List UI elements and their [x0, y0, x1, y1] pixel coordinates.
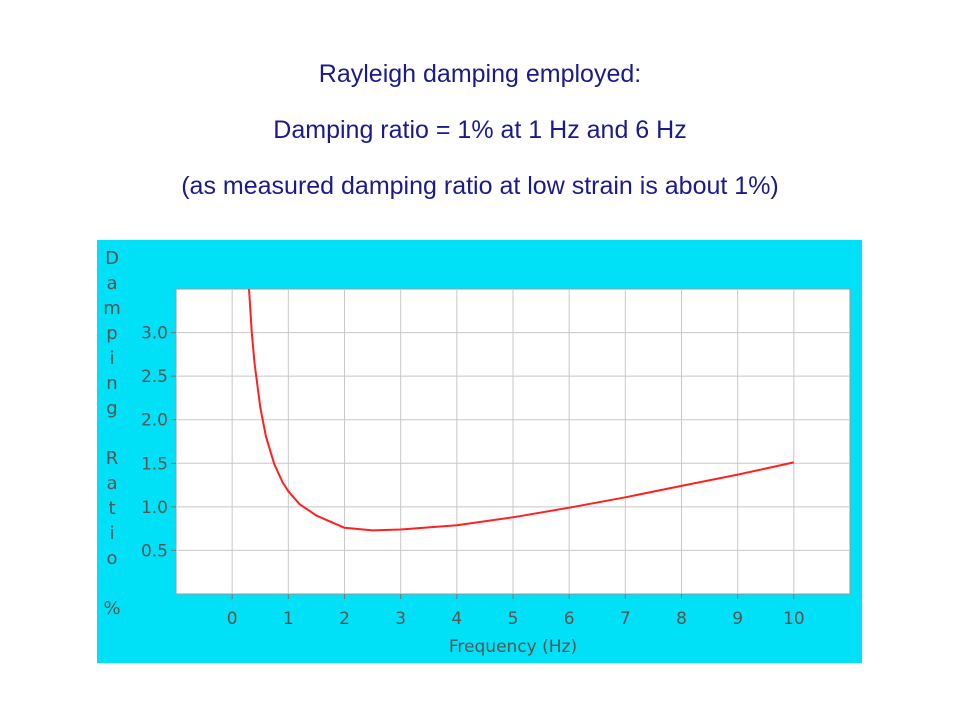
x-tick-label: 6 [564, 609, 575, 629]
y-tick-label: 2.5 [141, 367, 168, 387]
damping-ratio-chart: 0 1 2 3 4 5 6 7 8 9 10 0.5 1.0 1.5 2.0 2.5 3.0 Frequency … [103, 248, 851, 657]
y-axis-label-char: i [109, 348, 114, 369]
chart-panel: 0 1 2 3 4 5 6 7 8 9 10 0.5 1.0 1.5 2.0 2.5 3.0 Frequency … [97, 240, 862, 663]
y-axis-label-char: % [103, 598, 120, 619]
x-tick-label: 8 [676, 609, 687, 629]
x-axis-label: Frequency (Hz) [449, 637, 577, 657]
y-tick-label: 2.0 [141, 411, 168, 431]
x-tick-label: 3 [395, 609, 406, 629]
heading-line-3: (as measured damping ratio at low strain… [181, 172, 779, 200]
heading-line-2: Damping ratio = 1% at 1 Hz and 6 Hz [273, 116, 687, 144]
x-tick-label: 4 [451, 609, 462, 629]
x-tick-label: 7 [620, 609, 631, 629]
x-tick-label: 5 [508, 609, 519, 629]
y-axis-label-char: D [105, 248, 119, 269]
y-tick-label: 0.5 [141, 541, 168, 561]
y-axis-label-char: R [106, 448, 119, 469]
y-axis-label-char: p [106, 323, 117, 344]
y-axis-label-char: g [106, 398, 117, 419]
heading-line-1: Rayleigh damping employed: [318, 60, 642, 88]
y-axis-label-char: a [106, 273, 117, 294]
y-axis-label-char: m [103, 298, 121, 319]
y-tick-label: 3.0 [141, 324, 168, 344]
y-axis-label-char: t [108, 498, 115, 519]
x-tick-label: 9 [732, 609, 743, 629]
damping-ratio-curve [248, 289, 795, 532]
x-tick-label: 2 [339, 609, 350, 629]
y-axis-label-char: n [106, 373, 117, 394]
y-axis-label-char: i [109, 523, 114, 544]
y-axis-label-char: o [106, 548, 117, 569]
x-tick-label: 1 [283, 609, 294, 629]
x-tick-label: 0 [227, 609, 238, 629]
x-tick-label: 10 [783, 609, 805, 629]
y-tick-label: 1.0 [141, 498, 168, 518]
y-axis-label-char: a [106, 473, 117, 494]
y-tick-label: 1.5 [141, 454, 168, 474]
